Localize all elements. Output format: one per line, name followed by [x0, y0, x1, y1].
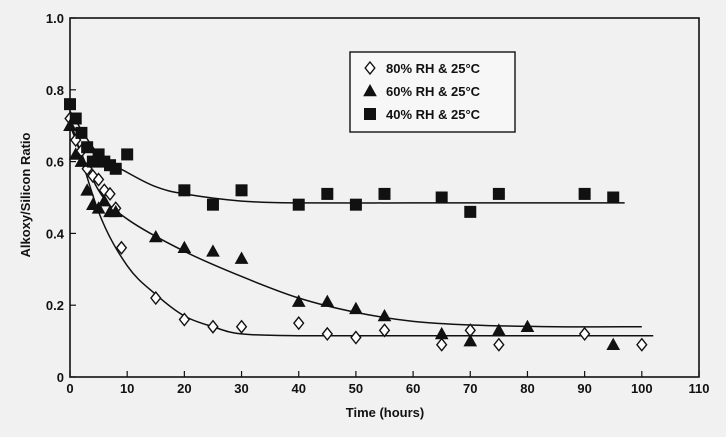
- x-tick-label: 0: [66, 381, 73, 396]
- point-square-filled: [349, 198, 362, 211]
- y-axis: 0 0.2 0.4 0.6 0.8 1.0: [46, 11, 76, 385]
- legend-box: [349, 51, 516, 133]
- legend: 80% RH & 25°C 60% RH & 25°C 40% RH & 25°C: [349, 51, 516, 133]
- fit-curve-series-0: [69, 118, 654, 337]
- y-tick-label: 0.2: [46, 298, 64, 313]
- point-square-filled: [81, 141, 94, 154]
- point-square-filled: [75, 126, 88, 139]
- plot-frame: [69, 17, 700, 378]
- point-square-filled: [69, 112, 82, 125]
- y-tick-label: 1.0: [46, 11, 64, 26]
- point-triangle-filled: [97, 194, 112, 207]
- y-tick-label: 0.4: [46, 226, 65, 241]
- point-triangle-filled: [74, 154, 89, 167]
- point-diamond-open: [115, 240, 128, 255]
- point-diamond-open: [321, 326, 334, 342]
- point-square-filled: [607, 191, 620, 204]
- point-square-filled: [492, 187, 505, 200]
- point-triangle-filled: [108, 204, 123, 218]
- point-square-filled: [178, 184, 191, 197]
- y-tick-label: 0.6: [46, 155, 64, 170]
- point-triangle-filled: [349, 301, 363, 315]
- series-2: [64, 98, 620, 218]
- x-tick-label: 50: [349, 381, 363, 396]
- point-square-filled: [321, 187, 334, 200]
- x-axis: 0 10 20 30 40 50 60 70 80 90 100 110: [66, 371, 709, 396]
- point-square-filled: [292, 198, 305, 211]
- point-diamond-open: [104, 186, 116, 202]
- x-tick-label: 10: [120, 381, 134, 396]
- point-diamond-open: [350, 330, 362, 345]
- point-diamond-open: [378, 323, 391, 338]
- point-triangle-filled: [492, 323, 506, 336]
- y-axis-label: Alkoxy/Silicon Ratio: [18, 132, 33, 257]
- legend-label-1: 60% RH & 25°C: [386, 84, 481, 99]
- point-square-filled: [109, 162, 122, 175]
- x-axis-label: Time (hours): [346, 405, 425, 420]
- legend-label-0: 80% RH & 25°C: [386, 61, 481, 76]
- x-tick-label: 60: [406, 381, 420, 396]
- legend-marker-2: [364, 108, 376, 120]
- x-tick-label: 30: [234, 381, 248, 396]
- point-diamond-open: [578, 326, 591, 342]
- x-tick-label: 90: [577, 381, 591, 396]
- point-square-filled: [464, 205, 477, 218]
- point-triangle-filled: [177, 240, 192, 254]
- point-triangle-filled: [320, 294, 335, 307]
- data-markers: [63, 98, 648, 352]
- point-diamond-open: [293, 316, 305, 331]
- x-tick-label: 80: [520, 381, 534, 396]
- series-0: [64, 111, 648, 352]
- point-diamond-open: [235, 319, 248, 334]
- y-tick-label: 0.8: [46, 83, 64, 98]
- legend-marker-0: [364, 60, 376, 76]
- y-tick-label: 0: [57, 370, 64, 385]
- point-triangle-filled: [606, 337, 621, 350]
- point-square-filled: [578, 187, 591, 200]
- point-square-filled: [378, 187, 391, 200]
- point-diamond-open: [92, 172, 105, 187]
- point-diamond-open: [636, 337, 648, 352]
- point-square-filled: [235, 184, 248, 197]
- x-tick-label: 100: [631, 381, 653, 396]
- point-triangle-filled: [434, 326, 449, 340]
- fit-curve-series-2: [69, 110, 625, 204]
- point-diamond-open: [207, 319, 219, 334]
- point-triangle-filled: [68, 147, 83, 160]
- point-triangle-filled: [206, 244, 220, 257]
- point-triangle-filled: [91, 201, 106, 214]
- x-tick-label: 20: [177, 381, 191, 396]
- point-square-filled: [435, 191, 448, 204]
- x-tick-label: 110: [689, 381, 710, 396]
- point-triangle-filled: [520, 319, 535, 333]
- point-triangle-filled: [63, 118, 77, 131]
- point-diamond-open: [493, 337, 505, 352]
- point-triangle-filled: [80, 183, 95, 196]
- point-triangle-filled: [148, 229, 163, 243]
- point-diamond-open: [150, 290, 162, 306]
- point-triangle-filled: [377, 308, 392, 322]
- point-square-filled: [206, 198, 219, 211]
- x-tick-label: 40: [291, 381, 305, 396]
- point-diamond-open: [178, 312, 191, 327]
- point-triangle-filled: [463, 334, 478, 347]
- point-triangle-filled: [291, 294, 306, 307]
- legend-label-2: 40% RH & 25°C: [386, 107, 481, 122]
- legend-marker-1: [363, 83, 377, 97]
- point-square-filled: [121, 148, 134, 161]
- x-tick-label: 70: [463, 381, 477, 396]
- series-1: [63, 118, 621, 350]
- point-diamond-open: [435, 337, 448, 352]
- point-triangle-filled: [234, 251, 249, 264]
- point-square-filled: [64, 98, 76, 111]
